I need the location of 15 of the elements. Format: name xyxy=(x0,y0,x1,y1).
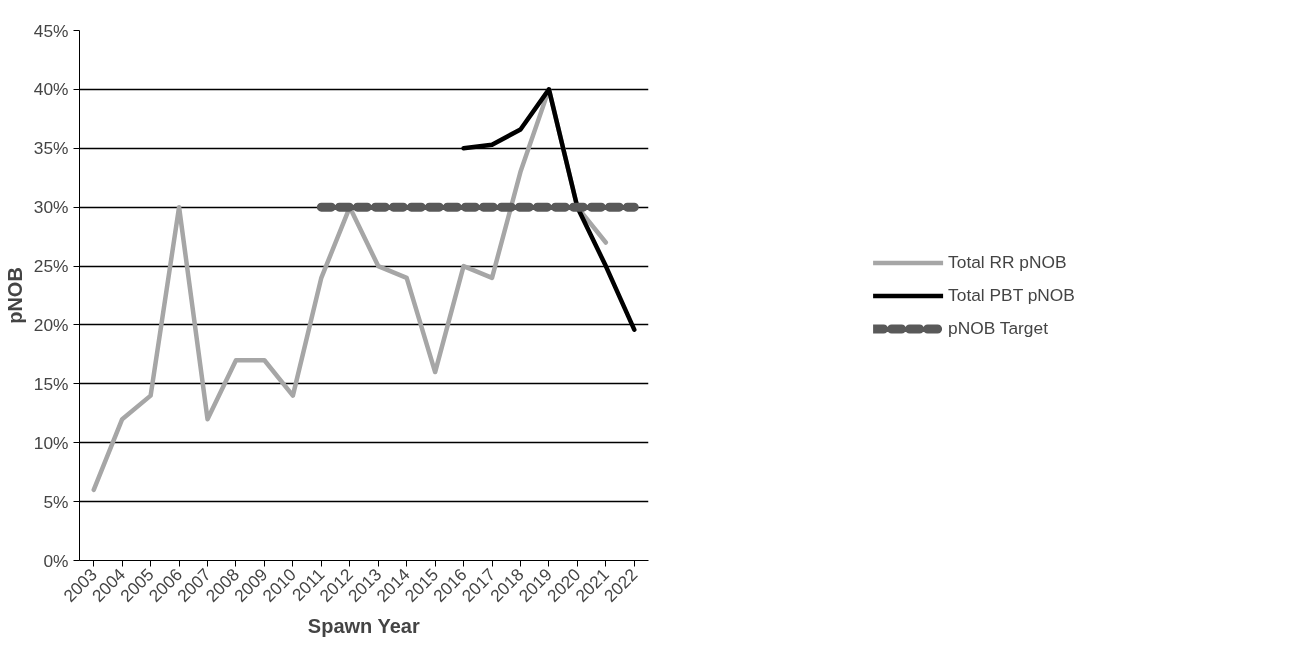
y-tick-label: 5% xyxy=(43,491,69,512)
y-tick-label: 20% xyxy=(33,314,69,335)
y-tick-label: 35% xyxy=(33,138,69,159)
legend-label: Total RR pNOB xyxy=(948,251,1067,273)
y-axis-title: pNOB xyxy=(3,267,26,324)
y-tick-label: 40% xyxy=(33,79,69,100)
y-tick-label: 25% xyxy=(33,256,69,277)
y-tick-label: 10% xyxy=(33,432,69,453)
y-tick-label: 30% xyxy=(33,197,69,218)
y-tick-label: 45% xyxy=(33,20,69,41)
legend-label: pNOB Target xyxy=(948,317,1048,339)
legend-label: Total PBT pNOB xyxy=(948,284,1075,306)
y-tick-label: 0% xyxy=(43,550,69,571)
x-axis-title: Spawn Year xyxy=(307,615,420,638)
y-tick-label: 15% xyxy=(33,373,69,394)
